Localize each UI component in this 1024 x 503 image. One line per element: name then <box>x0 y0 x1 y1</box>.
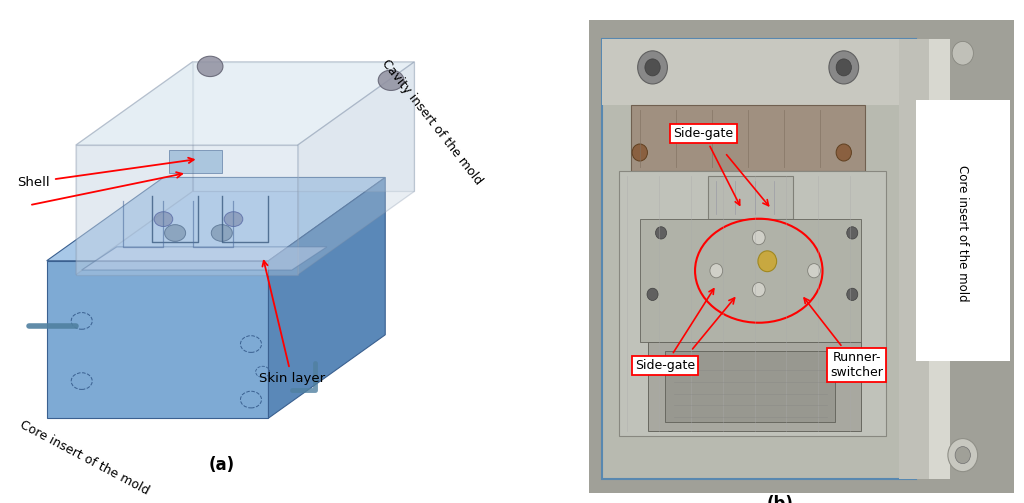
Text: (a): (a) <box>209 456 234 474</box>
Polygon shape <box>76 145 298 275</box>
Bar <box>666 351 836 422</box>
Circle shape <box>847 288 858 300</box>
Text: Side-gate: Side-gate <box>635 289 714 372</box>
Circle shape <box>198 56 223 76</box>
Text: Core insert of the mold: Core insert of the mold <box>17 418 152 497</box>
Circle shape <box>378 70 403 91</box>
Polygon shape <box>47 178 385 261</box>
Bar <box>648 342 861 432</box>
Polygon shape <box>47 261 268 418</box>
Circle shape <box>808 264 820 278</box>
Polygon shape <box>298 62 415 275</box>
Circle shape <box>165 225 185 241</box>
Polygon shape <box>76 62 193 275</box>
Bar <box>631 105 865 172</box>
Text: (b): (b) <box>767 495 794 503</box>
Polygon shape <box>169 150 222 173</box>
Bar <box>601 39 916 479</box>
Circle shape <box>847 227 858 239</box>
Text: Cavity insert of the mold: Cavity insert of the mold <box>379 57 485 187</box>
Bar <box>916 101 1010 361</box>
Circle shape <box>710 264 723 278</box>
Polygon shape <box>82 247 327 270</box>
Circle shape <box>828 51 859 84</box>
Circle shape <box>948 439 978 472</box>
Circle shape <box>154 212 173 226</box>
Polygon shape <box>193 62 415 191</box>
Bar <box>618 172 886 436</box>
Circle shape <box>753 283 765 297</box>
Circle shape <box>952 41 974 65</box>
Bar <box>601 39 916 105</box>
Bar <box>640 219 861 342</box>
Text: Skin layer: Skin layer <box>259 261 325 385</box>
Circle shape <box>632 144 647 161</box>
Circle shape <box>955 447 971 464</box>
Circle shape <box>837 144 851 161</box>
Bar <box>708 176 793 219</box>
Text: Side-gate: Side-gate <box>674 127 739 205</box>
Text: Runner-
switcher: Runner- switcher <box>804 298 883 379</box>
Circle shape <box>837 59 851 76</box>
Text: Core insert of the mold: Core insert of the mold <box>956 164 970 301</box>
Circle shape <box>211 225 232 241</box>
Circle shape <box>647 288 658 300</box>
Bar <box>899 39 950 479</box>
Circle shape <box>758 251 776 272</box>
Polygon shape <box>76 62 415 145</box>
Circle shape <box>224 212 243 226</box>
Circle shape <box>645 59 660 76</box>
Circle shape <box>655 227 667 239</box>
Bar <box>929 39 950 479</box>
Text: Shell: Shell <box>17 158 194 189</box>
Circle shape <box>753 230 765 245</box>
Circle shape <box>638 51 668 84</box>
Polygon shape <box>268 178 385 418</box>
